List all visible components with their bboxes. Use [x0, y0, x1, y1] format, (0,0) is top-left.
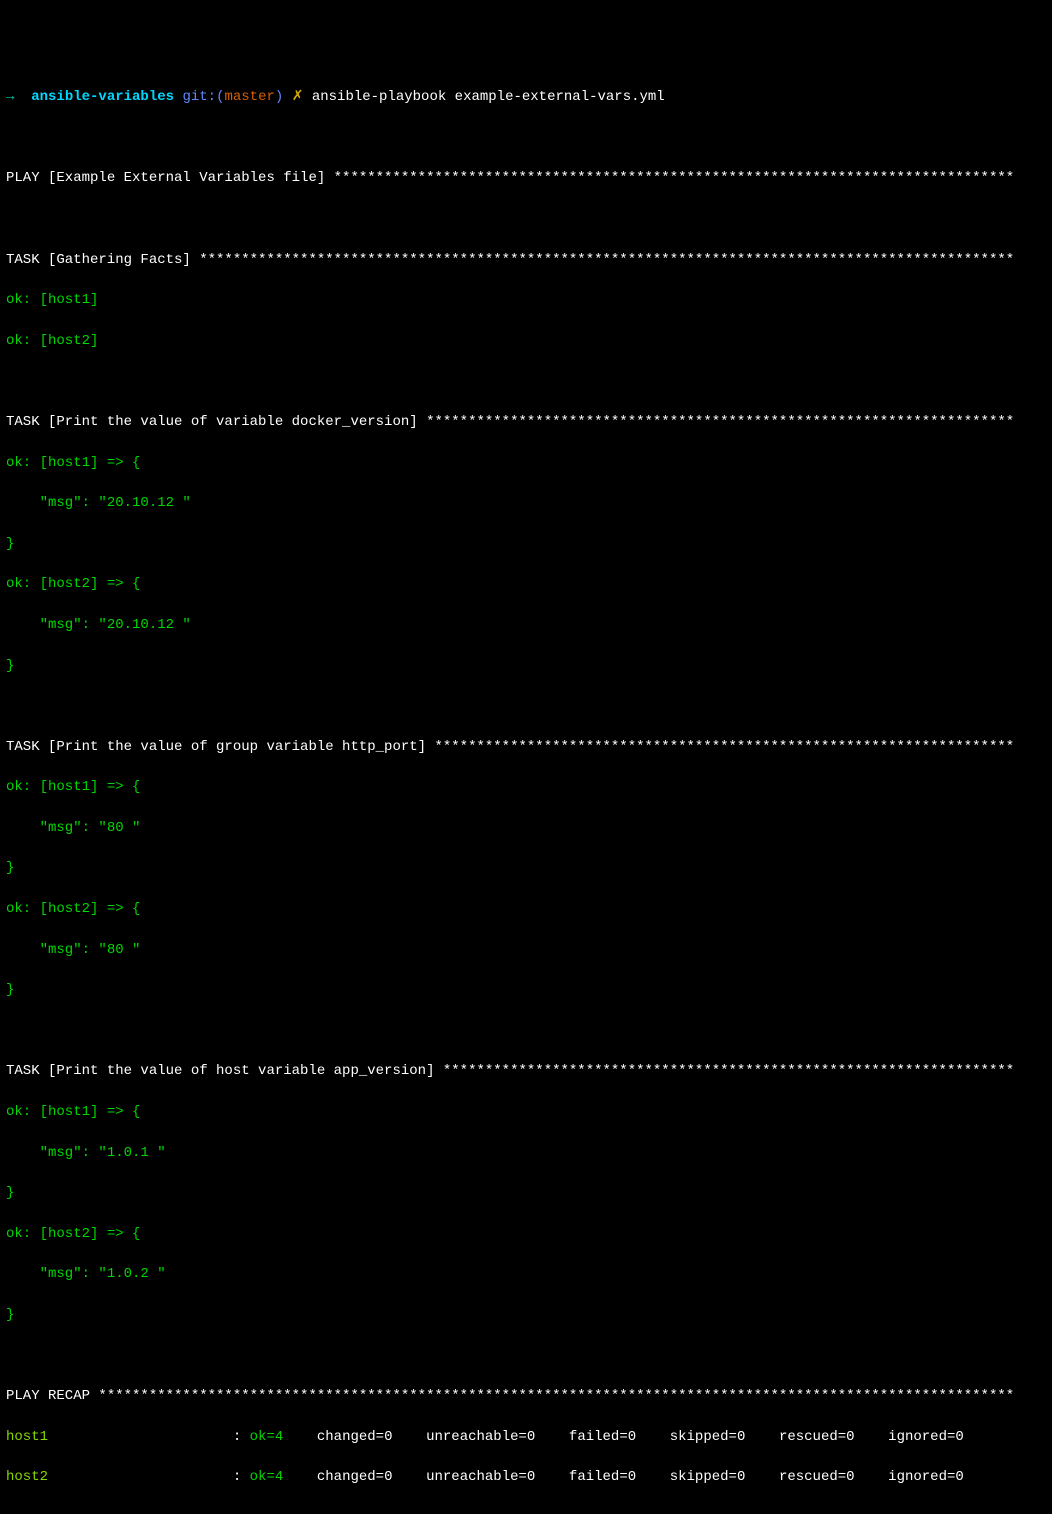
http-h2-l2: "msg": "80 " — [6, 940, 1046, 960]
prompt-arrow-icon: → — [6, 89, 14, 105]
recap-h1-name: host1 — [6, 1429, 233, 1445]
task-gather-header: TASK [Gathering Facts] *****************… — [6, 250, 1046, 270]
recap-h1-ok: ok=4 — [250, 1429, 309, 1445]
recap-host1: host1 : ok=4 changed=0 unreachable=0 fai… — [6, 1427, 1046, 1447]
app-h1-l2: "msg": "1.0.1 " — [6, 1143, 1046, 1163]
docker-h1-l2: "msg": "20.10.12 " — [6, 493, 1046, 513]
docker-h1-l1: ok: [host1] => { — [6, 453, 1046, 473]
prompt-git-label: git: — [182, 89, 216, 105]
prompt-branch: master — [224, 89, 274, 105]
recap-h2-ok: ok=4 — [250, 1469, 309, 1485]
recap-h2-name: host2 — [6, 1469, 233, 1485]
task-app-header: TASK [Print the value of host variable a… — [6, 1061, 1046, 1081]
docker-h2-l2: "msg": "20.10.12 " — [6, 615, 1046, 635]
http-h1-l1: ok: [host1] => { — [6, 777, 1046, 797]
docker-h2-l1: ok: [host2] => { — [6, 574, 1046, 594]
play-header: PLAY [Example External Variables file] *… — [6, 168, 1046, 188]
docker-h2-l3: } — [6, 656, 1046, 676]
recap-host2: host2 : ok=4 changed=0 unreachable=0 fai… — [6, 1467, 1046, 1487]
recap-h1-colon: : — [233, 1429, 250, 1445]
recap-h2-rest: changed=0 unreachable=0 failed=0 skipped… — [308, 1469, 963, 1485]
http-h1-l2: "msg": "80 " — [6, 818, 1046, 838]
prompt-dirty-icon: ✗ — [292, 89, 304, 105]
command-text: ansible-playbook example-external-vars.y… — [312, 89, 665, 105]
prompt-paren-close: ) — [275, 89, 283, 105]
gather-host1: ok: [host1] — [6, 290, 1046, 310]
recap-h2-colon: : — [233, 1469, 250, 1485]
app-h2-l1: ok: [host2] => { — [6, 1224, 1046, 1244]
task-docker-header: TASK [Print the value of variable docker… — [6, 412, 1046, 432]
app-h1-l1: ok: [host1] => { — [6, 1102, 1046, 1122]
docker-h1-l3: } — [6, 534, 1046, 554]
recap-h1-rest: changed=0 unreachable=0 failed=0 skipped… — [308, 1429, 963, 1445]
http-h1-l3: } — [6, 858, 1046, 878]
http-h2-l1: ok: [host2] => { — [6, 899, 1046, 919]
app-h1-l3: } — [6, 1183, 1046, 1203]
http-h2-l3: } — [6, 980, 1046, 1000]
prompt-directory: ansible-variables — [31, 89, 174, 105]
recap-header: PLAY RECAP *****************************… — [6, 1386, 1046, 1406]
app-h2-l3: } — [6, 1305, 1046, 1325]
task-http-header: TASK [Print the value of group variable … — [6, 737, 1046, 757]
app-h2-l2: "msg": "1.0.2 " — [6, 1264, 1046, 1284]
terminal-output: → ansible-variables git:(master) ✗ ansib… — [6, 87, 1046, 1487]
prompt-line[interactable]: → ansible-variables git:(master) ✗ ansib… — [6, 87, 1046, 107]
gather-host2: ok: [host2] — [6, 331, 1046, 351]
